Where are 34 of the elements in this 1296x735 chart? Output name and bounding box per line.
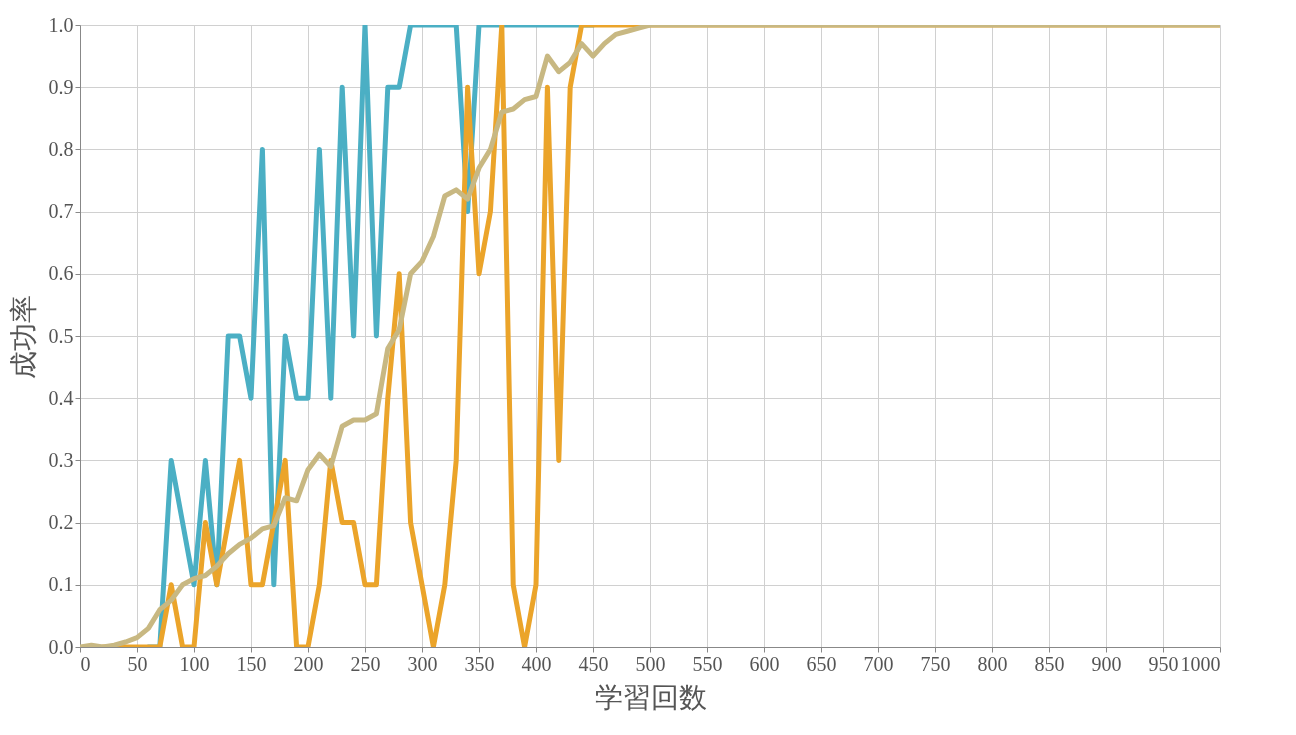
x-tick-label: 600 (749, 652, 780, 675)
y-tick-label: 1.0 (48, 13, 74, 36)
x-tick-label: 400 (521, 652, 552, 675)
x-tick-label: 0 (80, 652, 91, 675)
y-tick-label: 0.8 (48, 137, 74, 160)
x-tick-label: 700 (863, 652, 894, 675)
x-tick-label: 650 (806, 652, 837, 675)
x-tick-label: 350 (464, 652, 495, 675)
y-tick-label: 0.1 (48, 573, 74, 596)
x-tick-label: 1000 (1180, 652, 1221, 675)
x-tick-label: 900 (1091, 652, 1122, 675)
y-tick-label: 0.3 (48, 448, 74, 471)
x-tick-label: 800 (977, 652, 1008, 675)
x-tick-label: 950 (1148, 652, 1179, 675)
x-tick-label: 150 (236, 652, 267, 675)
x-tick-label: 550 (692, 652, 723, 675)
y-tick-label: 0.7 (48, 200, 74, 223)
y-tick-label: 0.9 (48, 75, 74, 98)
x-tick-label: 300 (407, 652, 438, 675)
x-tick-label: 750 (920, 652, 951, 675)
x-tick-label: 500 (635, 652, 666, 675)
x-tick-label: 100 (179, 652, 210, 675)
y-tick-label: 0.5 (48, 324, 74, 347)
x-tick-label: 250 (350, 652, 381, 675)
y-axis-title: 成功率 (6, 294, 40, 379)
x-tick-label: 850 (1034, 652, 1065, 675)
y-tick-label: 0.4 (48, 386, 74, 409)
y-tick-label: 0.2 (48, 511, 74, 534)
x-tick-label: 450 (578, 652, 609, 675)
y-tick-label: 0.0 (48, 635, 74, 658)
y-tick-label: 0.6 (48, 262, 74, 285)
x-axis-title: 学習回数 (594, 680, 707, 714)
x-tick-label: 50 (127, 652, 148, 675)
x-tick-label: 200 (293, 652, 324, 675)
